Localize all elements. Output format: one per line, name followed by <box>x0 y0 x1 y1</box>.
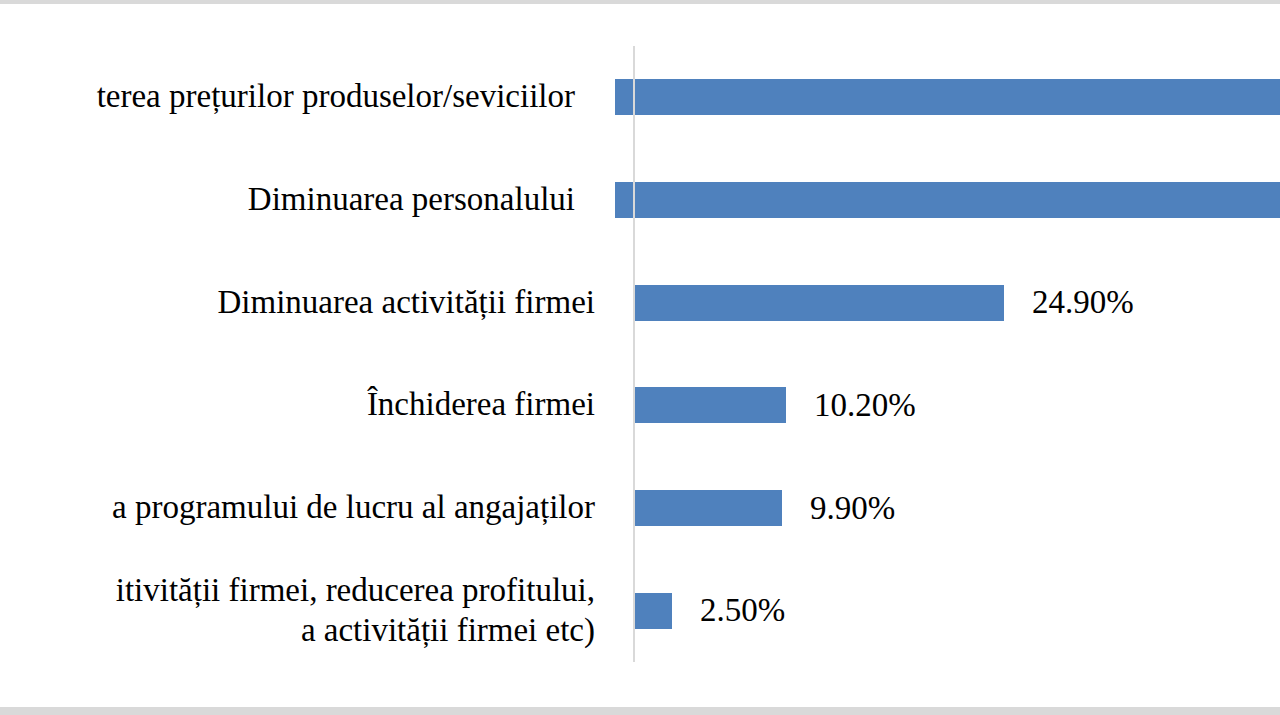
plot-cell: 10.20% <box>635 354 1280 457</box>
category-axis-line <box>633 46 635 662</box>
category-label: Diminuarea activității firmei <box>217 283 595 323</box>
category-label-cell: Diminuarea activității firmei <box>0 251 635 354</box>
category-label-cell: Închiderea firmei <box>0 354 635 457</box>
bar <box>635 285 1004 321</box>
category-label: terea prețurilor produselor/seviciilor <box>97 77 575 117</box>
bar <box>635 387 786 423</box>
bar-chart: terea prețurilor produselor/seviciilor Di… <box>0 46 1280 662</box>
chart-row: Diminuarea personalului <box>0 149 1280 252</box>
bar <box>635 490 782 526</box>
plot-cell <box>615 149 1280 252</box>
plot-cell: 2.50% <box>635 559 1280 662</box>
bottom-border-strip <box>0 707 1280 715</box>
top-border-strip <box>0 0 1280 4</box>
chart-row: itivității firmei, reducerea profitului,… <box>0 559 1280 662</box>
chart-row: Închiderea firmei 10.20% <box>0 354 1280 457</box>
category-label-cell: a programului de lucru al angajaților <box>0 457 635 560</box>
chart-row: a programului de lucru al angajaților 9.9… <box>0 457 1280 560</box>
bar <box>635 593 672 629</box>
chart-row: Diminuarea activității firmei 24.90% <box>0 251 1280 354</box>
value-label: 2.50% <box>700 592 785 629</box>
bar <box>615 182 1280 218</box>
chart-rows: terea prețurilor produselor/seviciilor Di… <box>0 46 1280 662</box>
category-label: Diminuarea personalului <box>248 180 575 220</box>
value-label: 10.20% <box>814 387 916 424</box>
value-label: 9.90% <box>810 490 895 527</box>
category-label-cell: Diminuarea personalului <box>0 149 615 252</box>
category-label: Închiderea firmei <box>367 385 595 425</box>
plot-cell: 24.90% <box>635 251 1280 354</box>
plot-cell <box>615 46 1280 149</box>
category-label-cell: itivității firmei, reducerea profitului,… <box>0 559 635 662</box>
category-label-cell: terea prețurilor produselor/seviciilor <box>0 46 615 149</box>
value-label: 24.90% <box>1032 284 1134 321</box>
chart-row: terea prețurilor produselor/seviciilor <box>0 46 1280 149</box>
plot-cell: 9.90% <box>635 457 1280 560</box>
category-label: a programului de lucru al angajaților <box>112 488 595 528</box>
bar <box>615 79 1280 115</box>
category-label: itivității firmei, reducerea profitului,… <box>116 571 595 651</box>
